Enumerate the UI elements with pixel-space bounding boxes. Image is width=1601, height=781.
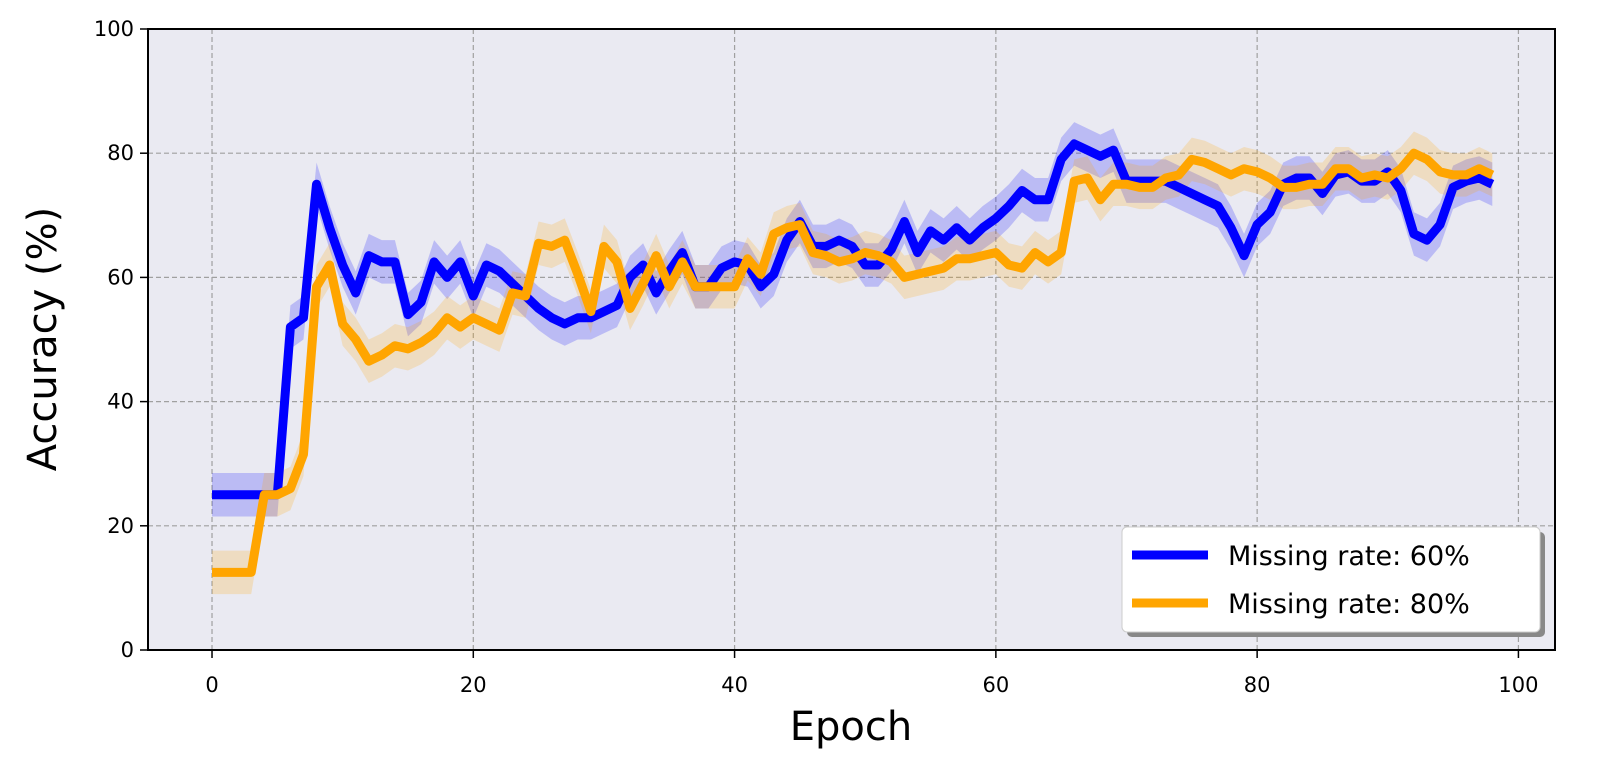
y-tick-label: 40	[107, 390, 134, 414]
legend: Missing rate: 60% Missing rate: 80%	[1121, 526, 1545, 637]
x-tick-label: 60	[982, 673, 1009, 697]
line	[212, 148, 1495, 577]
x-tick-label: 0	[205, 673, 218, 697]
x-tick-label: 80	[1244, 673, 1271, 697]
x-axis-label: Epoch	[790, 704, 912, 750]
ticks: 0 20 40 60 80 100 0 20 40 60 80 100	[94, 17, 1539, 697]
legend-label: Missing rate: 80%	[1228, 589, 1470, 620]
y-axis-label: Accuracy (%)	[20, 207, 66, 472]
lines	[212, 139, 1495, 577]
x-tick-label: 100	[1498, 673, 1538, 697]
x-tick-label: 20	[460, 673, 487, 697]
y-tick-label: 60	[107, 265, 134, 289]
legend-label: Missing rate: 60%	[1228, 541, 1470, 572]
y-tick-label: 20	[107, 514, 134, 538]
y-tick-label: 0	[121, 638, 134, 662]
x-tick-label: 40	[721, 673, 748, 697]
legend-box	[1121, 526, 1541, 633]
plot-frame	[147, 28, 1556, 651]
error-band	[212, 122, 1493, 517]
y-tick-label: 100	[94, 17, 134, 41]
line	[212, 139, 1495, 500]
y-tick-label: 80	[107, 141, 134, 165]
